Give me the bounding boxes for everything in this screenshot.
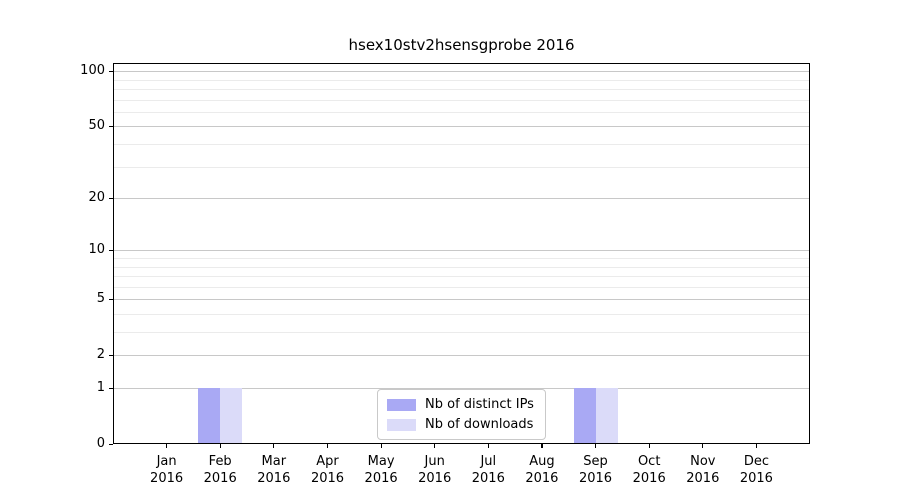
bar-nb-of-downloads	[595, 388, 618, 444]
legend-swatch	[387, 398, 416, 411]
gridline-minor	[113, 166, 810, 168]
x-tick-label: Aug 2016	[525, 454, 559, 486]
y-tick-label: 0	[96, 436, 105, 451]
y-tick-label: 10	[88, 242, 105, 258]
gridline-minor	[113, 144, 810, 145]
x-tick-label: Oct 2016	[632, 454, 666, 486]
y-tick-label: 50	[88, 118, 105, 134]
x-tick-label: Apr 2016	[310, 454, 345, 486]
gridline-major	[113, 126, 810, 128]
gridline-minor	[113, 79, 810, 81]
gridline-minor	[113, 314, 810, 315]
x-tick	[755, 444, 758, 448]
y-tick	[109, 387, 113, 389]
gridline-minor	[113, 286, 810, 288]
y-tick	[109, 298, 113, 300]
legend-label: Nb of distinct IPs	[425, 397, 534, 412]
gridline-major	[113, 299, 810, 301]
x-tick	[273, 444, 275, 448]
x-tick-label: May 2016	[364, 454, 398, 486]
x-tick-label: Sep 2016	[578, 454, 613, 486]
x-tick	[541, 444, 543, 448]
x-tick	[487, 444, 489, 448]
plot-area: Nb of distinct IPs Nb of downloads	[113, 63, 810, 444]
gridline-major	[113, 250, 810, 252]
y-tick-label: 100	[80, 63, 105, 79]
legend-label: Nb of downloads	[425, 417, 534, 432]
legend-item: Nb of distinct IPs	[387, 397, 534, 412]
legend-swatch	[387, 418, 416, 431]
legend: Nb of distinct IPs Nb of downloads	[377, 389, 546, 440]
gridline-minor	[113, 258, 810, 259]
x-tick-label: Jun 2016	[418, 454, 452, 486]
bar-nb-of-distinct-ips	[573, 388, 596, 444]
gridline-major	[113, 388, 810, 389]
bar-nb-of-downloads	[220, 388, 243, 444]
y-tick	[109, 125, 113, 128]
y-tick	[109, 70, 113, 72]
gridline-minor	[113, 89, 810, 90]
x-tick	[702, 444, 704, 448]
x-tick-label: Jul 2016	[471, 454, 505, 486]
y-tick	[109, 249, 113, 251]
x-tick	[434, 444, 436, 448]
gridline-minor	[113, 111, 810, 113]
gridline-major	[113, 355, 810, 357]
y-tick-label: 20	[88, 190, 105, 206]
gridline-minor	[113, 276, 810, 277]
gridline-major	[113, 71, 810, 73]
x-tick	[595, 444, 597, 448]
y-tick	[109, 197, 113, 199]
gridline-minor	[113, 266, 810, 268]
x-tick	[166, 444, 168, 448]
x-tick-label: Jan 2016	[150, 454, 184, 486]
x-tick	[219, 444, 221, 448]
y-tick	[109, 354, 113, 356]
y-tick-label: 2	[96, 347, 105, 363]
gridline-minor	[113, 99, 810, 101]
chart-title: hsex10stv2hsensgprobe 2016	[348, 36, 575, 54]
x-tick-label: Mar 2016	[257, 454, 291, 486]
legend-item: Nb of downloads	[387, 417, 534, 432]
x-tick-label: Nov 2016	[686, 454, 720, 486]
gridline-minor	[113, 332, 810, 333]
y-tick	[109, 443, 113, 445]
bar-nb-of-distinct-ips	[198, 388, 221, 444]
x-tick-label: Dec 2016	[739, 454, 773, 486]
x-tick	[380, 444, 382, 448]
y-tick-label: 5	[96, 291, 105, 307]
y-tick-label: 1	[96, 380, 105, 395]
x-tick	[648, 444, 650, 448]
x-tick	[327, 444, 329, 448]
x-tick-label: Feb 2016	[203, 454, 237, 486]
gridline-major	[113, 198, 810, 200]
